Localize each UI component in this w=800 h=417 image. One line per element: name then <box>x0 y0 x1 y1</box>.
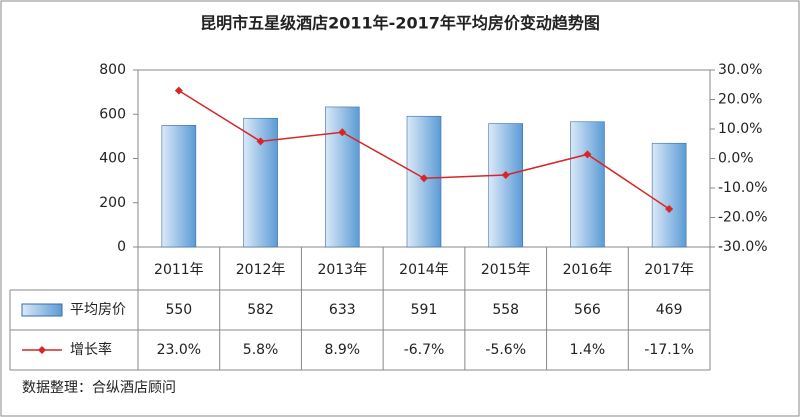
table-value: 5.8% <box>243 342 279 358</box>
y-tick-label: 200 <box>99 195 126 211</box>
legend-label: 平均房价 <box>70 302 126 318</box>
bar <box>651 142 687 248</box>
point <box>174 86 183 95</box>
x-tick-label: 2014年 <box>399 262 449 278</box>
x-tick-label: 2015年 <box>481 262 531 278</box>
table-value: 633 <box>329 302 356 318</box>
table-value: 469 <box>656 302 683 318</box>
x-tick-label: 2016年 <box>563 262 613 278</box>
x-tick-label: 2011年 <box>154 262 204 278</box>
point <box>420 174 428 183</box>
y-tick-label: 0 <box>117 239 126 255</box>
legend-marker <box>38 346 46 354</box>
point <box>583 150 592 159</box>
y-tick-label: 400 <box>99 151 126 167</box>
table-value: 591 <box>411 302 438 318</box>
point <box>338 128 347 137</box>
table-value: 566 <box>574 302 601 318</box>
y-tick-label: 600 <box>99 106 126 122</box>
y2-tick-label: 30.0% <box>718 62 762 78</box>
table-value: -6.7% <box>404 342 445 358</box>
legend-swatch <box>21 303 63 317</box>
legend-label: 增长率 <box>70 341 112 358</box>
table-value: -17.1% <box>644 342 694 358</box>
table-value: -5.6% <box>485 342 526 358</box>
x-tick-label: 2013年 <box>317 262 367 278</box>
table-value: 8.9% <box>324 342 360 358</box>
y2-tick-label: -20.0% <box>718 210 768 226</box>
y2-tick-label: -30.0% <box>718 239 768 255</box>
chart-title: 昆明市五星级酒店2011年-2017年平均房价变动趋势图 <box>200 14 600 33</box>
bar <box>570 121 605 248</box>
table-value: 550 <box>165 302 192 318</box>
bar <box>488 123 524 248</box>
point <box>501 171 510 180</box>
y-tick-label: 800 <box>99 62 126 78</box>
x-tick-label: 2017年 <box>644 262 694 278</box>
point <box>665 204 674 213</box>
bar <box>161 125 197 248</box>
y2-tick-label: 0.0% <box>718 151 754 167</box>
table-value: 558 <box>492 302 519 318</box>
y2-tick-label: -10.0% <box>718 180 768 196</box>
bar <box>324 106 360 248</box>
table-value: 23.0% <box>157 342 201 358</box>
y2-tick-label: 10.0% <box>718 121 762 137</box>
table-value: 1.4% <box>570 342 606 358</box>
y2-tick-label: 20.0% <box>718 92 762 108</box>
x-tick-label: 2012年 <box>236 262 286 278</box>
point <box>256 137 265 146</box>
table-value: 582 <box>247 302 274 318</box>
source-note: 数据整理：合纵酒店顾问 <box>22 380 176 396</box>
